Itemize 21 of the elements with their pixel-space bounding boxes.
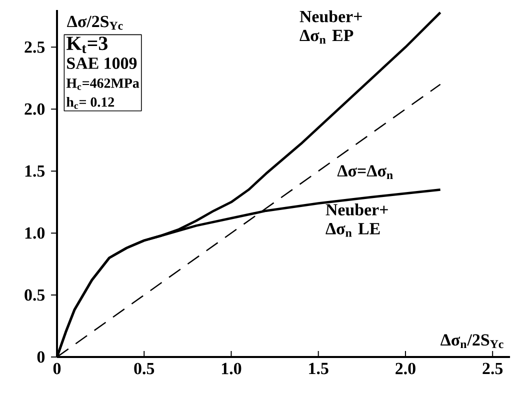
annotation: K$_{t}$=3 (66, 36, 108, 54)
annotation: SAE 1009 (67, 58, 137, 69)
x-axis-title: Δσ$_{n}$/2S$_{Yc}$ (440, 334, 504, 348)
x-tick-label: 1.5 (309, 362, 328, 374)
series-label: Neuber+ Δσ$_{n}$ LE (326, 204, 388, 237)
x-tick-label: 0.5 (134, 362, 154, 374)
y-tick-label: 0.5 (24, 289, 45, 301)
x-tick-label: 0 (53, 362, 61, 374)
y-tick-label: 2.0 (24, 103, 45, 115)
x-tick-label: 1.0 (222, 362, 242, 374)
x-tick-label: 2.5 (482, 362, 503, 374)
y-tick-label: 1.0 (25, 227, 45, 239)
y-tick-label: 0 (37, 351, 45, 363)
y-tick-label: 1.5 (25, 165, 45, 177)
annotation: H$_{c}$=462MPa (66, 78, 140, 90)
series-label: Δσ=Δσ$_{n}$ (337, 165, 393, 180)
annotation: h$_{c}$= 0.12 (66, 96, 114, 109)
series-label: Neuber+ Δσ$_{n}$ EP (300, 10, 362, 44)
y-tick-label: 2.5 (24, 41, 45, 53)
x-tick-label: 2.0 (396, 362, 416, 374)
y-axis-title: Δσ/2S$_{Yc}$ (67, 16, 123, 30)
